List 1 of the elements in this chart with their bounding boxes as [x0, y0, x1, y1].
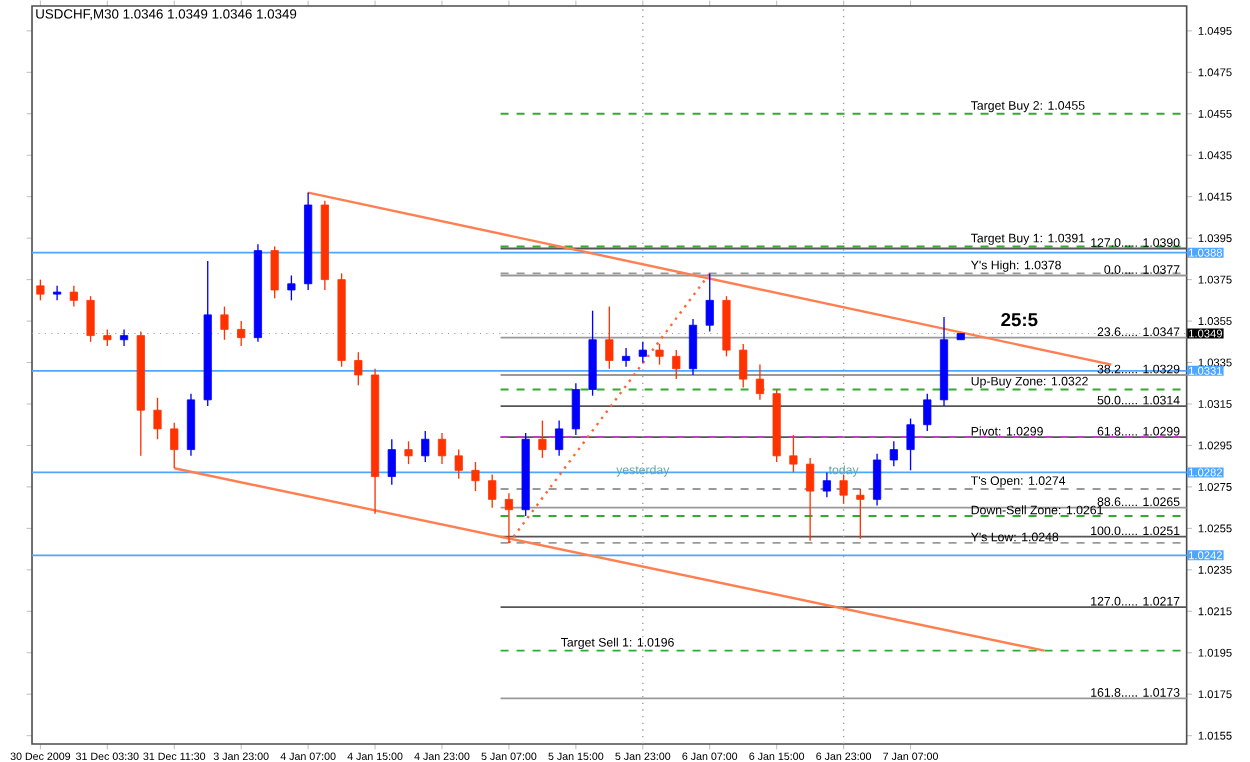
annotation: 25:5 [1001, 313, 1038, 327]
